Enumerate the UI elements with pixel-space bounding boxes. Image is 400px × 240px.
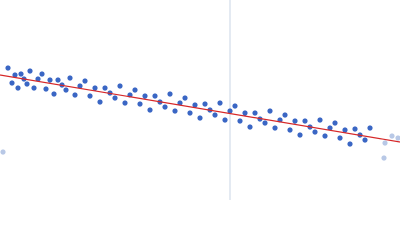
data-point — [24, 81, 30, 87]
data-point — [302, 118, 308, 124]
data-point — [55, 77, 61, 83]
data-point — [282, 112, 288, 118]
data-point — [167, 91, 173, 97]
data-point — [237, 118, 243, 124]
data-point — [87, 93, 93, 99]
data-point — [72, 92, 78, 98]
data-point — [352, 126, 358, 132]
data-point — [27, 68, 33, 74]
data-point — [152, 93, 158, 99]
data-point — [97, 99, 103, 105]
data-point — [187, 110, 193, 116]
data-point — [382, 140, 388, 146]
data-point — [327, 125, 333, 131]
data-point — [12, 72, 18, 78]
data-point — [39, 71, 45, 77]
data-point — [197, 115, 203, 121]
data-point — [177, 100, 183, 106]
data-point — [102, 85, 108, 91]
data-point — [77, 83, 83, 89]
data-point — [287, 127, 293, 133]
data-point — [67, 75, 73, 81]
data-point — [342, 127, 348, 133]
data-point — [227, 108, 233, 114]
data-point — [15, 85, 21, 91]
data-point — [82, 78, 88, 84]
data-point — [51, 91, 57, 97]
data-point — [117, 83, 123, 89]
data-point — [389, 133, 395, 139]
data-point — [18, 71, 24, 77]
data-point — [9, 80, 15, 86]
data-point — [182, 95, 188, 101]
data-point — [367, 125, 373, 131]
data-point — [35, 76, 41, 82]
data-point — [202, 101, 208, 107]
data-point — [122, 100, 128, 106]
fit-line — [0, 74, 400, 143]
data-point — [362, 137, 368, 143]
data-point — [92, 85, 98, 91]
data-point — [47, 77, 53, 83]
data-point — [137, 101, 143, 107]
data-point — [247, 124, 253, 130]
data-point — [312, 129, 318, 135]
data-point — [317, 117, 323, 123]
data-point — [297, 132, 303, 138]
data-point — [5, 65, 11, 71]
data-point — [337, 135, 343, 141]
data-point — [262, 120, 268, 126]
data-point — [232, 103, 238, 109]
data-point — [222, 117, 228, 123]
data-point — [267, 108, 273, 114]
data-point — [347, 141, 353, 147]
data-point — [292, 118, 298, 124]
chart — [0, 0, 400, 200]
data-point — [63, 87, 69, 93]
data-point — [395, 135, 400, 141]
data-point — [162, 104, 168, 110]
data-point — [142, 93, 148, 99]
data-point — [252, 110, 258, 116]
data-point — [31, 85, 37, 91]
data-point — [0, 149, 6, 155]
data-point — [242, 110, 248, 116]
data-point — [322, 133, 328, 139]
data-point — [43, 86, 49, 92]
data-point — [212, 112, 218, 118]
data-point — [192, 102, 198, 108]
data-point — [132, 87, 138, 93]
data-point — [272, 125, 278, 131]
data-point — [147, 107, 153, 113]
data-point — [381, 155, 387, 161]
data-point — [217, 100, 223, 106]
data-point — [172, 108, 178, 114]
data-point — [112, 95, 118, 101]
data-point — [332, 120, 338, 126]
